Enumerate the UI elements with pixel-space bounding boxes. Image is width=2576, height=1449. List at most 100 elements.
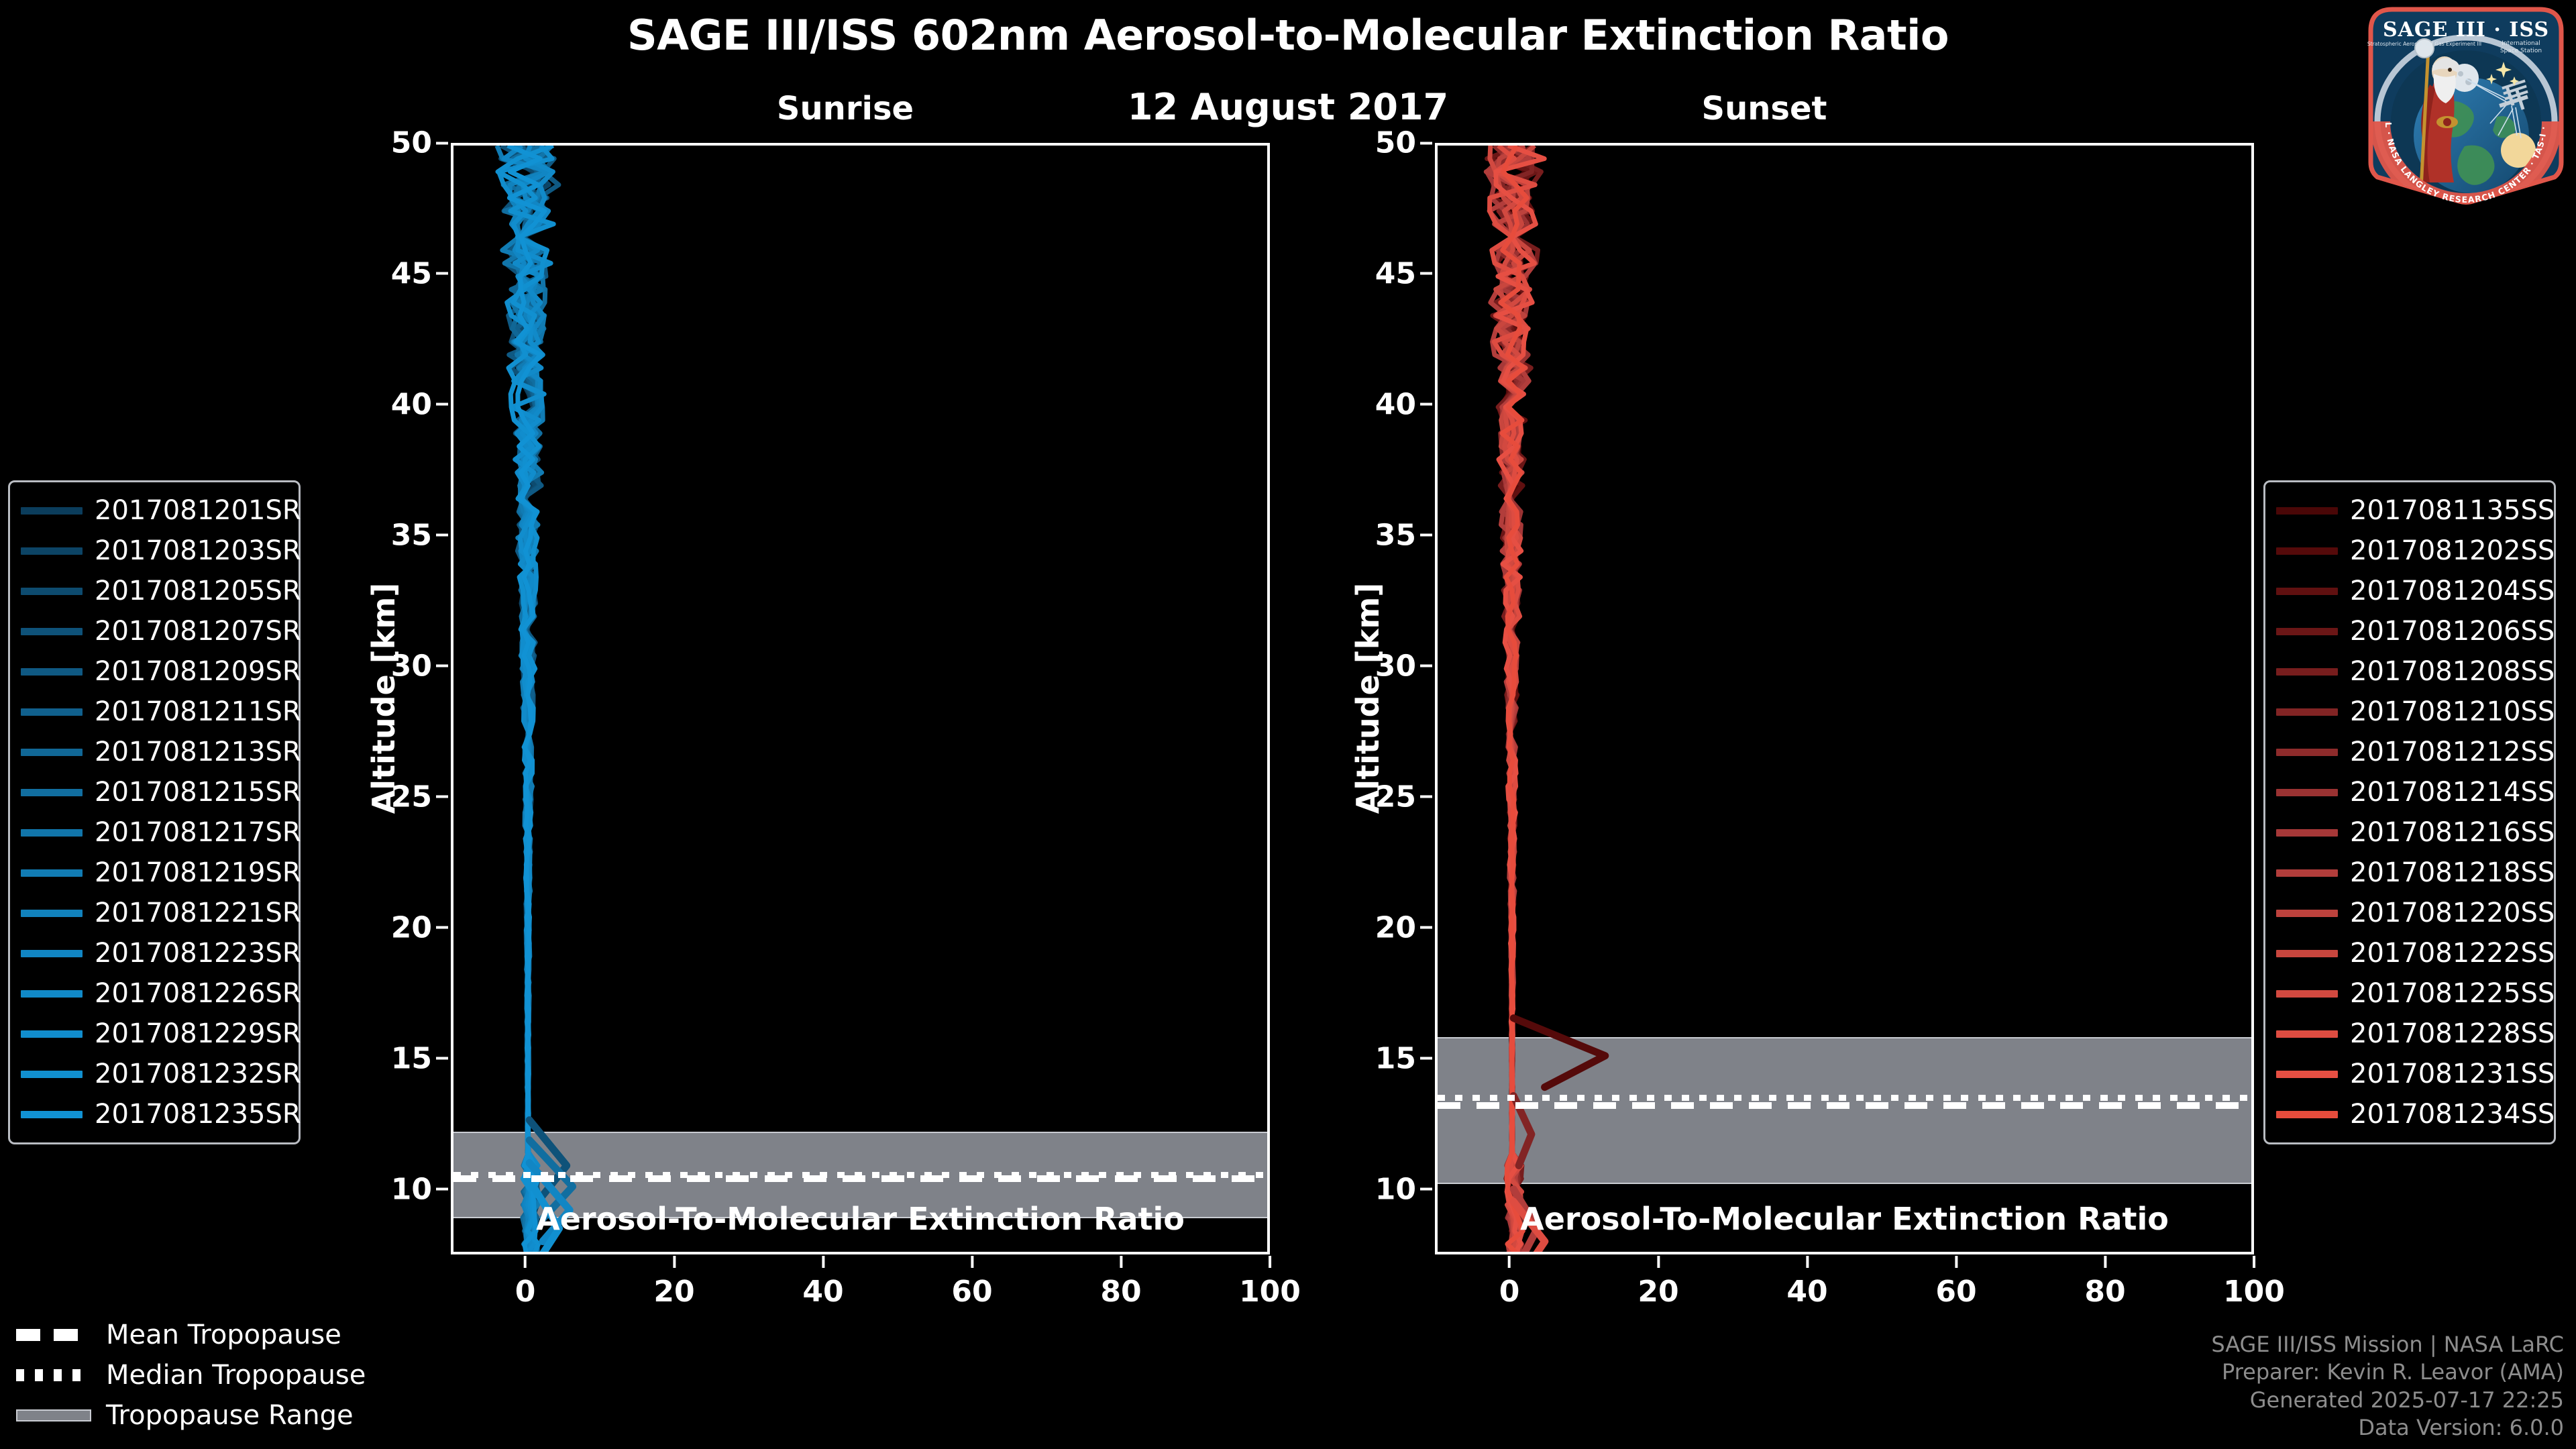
legend-item-2017081217SR[interactable]: 2017081217SR [21,812,301,853]
legend-label: 2017081215SR [95,777,301,808]
sunrise-x-tick-40: 40 [802,1254,843,1309]
legend-item-2017081225SS[interactable]: 2017081225SS [2276,973,2555,1014]
legend-item-2017081202SS[interactable]: 2017081202SS [2276,531,2555,571]
legend-color-swatch-2017081207SR [21,627,83,635]
sunset-tropopause-range-band [1438,1037,2251,1184]
legend-item-2017081205SR[interactable]: 2017081205SR [21,571,301,611]
sage-iii-iss-mission-patch-logo: SAGE III · ISS Stratospheric Aerosol and… [2362,0,2567,205]
legend-color-swatch-2017081235SR [21,1110,83,1118]
legend-item-2017081210SS[interactable]: 2017081210SS [2276,692,2555,732]
legend-label: 2017081206SS [2350,616,2555,647]
sunset-y-tick-40: 40 [1375,387,1435,421]
tropopause-legend: Mean Tropopause Median Tropopause Tropopau… [16,1315,366,1436]
legend-item-2017081223SR[interactable]: 2017081223SR [21,933,301,973]
sunrise-series-group [494,146,577,1252]
legend-item-2017081234SS[interactable]: 2017081234SS [2276,1094,2555,1134]
legend-label: 2017081207SR [95,616,301,647]
sunrise-y-tick-50: 50 [391,126,451,160]
sunset-y-tick-35: 35 [1375,518,1435,552]
legend-label: 2017081220SS [2350,898,2555,928]
sunset-y-tick-15: 15 [1375,1041,1435,1075]
tropopause-legend-item-band: Tropopause Range [16,1395,366,1436]
legend-label: 2017081225SS [2350,978,2555,1009]
sunset-y-tick-20: 20 [1375,910,1435,945]
legend-color-swatch-2017081214SS [2276,788,2338,796]
sunset-x-axis-label: Aerosol-To-Molecular Extinction Ratio [1520,1201,2169,1237]
legend-label: 2017081219SR [95,857,301,888]
legend-color-swatch-2017081211SR [21,708,83,716]
legend-label: 2017081210SS [2350,696,2555,727]
sunrise-y-tick-10: 10 [391,1172,451,1206]
legend-item-2017081135SS[interactable]: 2017081135SS [2276,490,2555,531]
sunrise-y-tick-30: 30 [391,649,451,683]
legend-item-2017081207SR[interactable]: 2017081207SR [21,611,301,651]
legend-item-2017081216SS[interactable]: 2017081216SS [2276,812,2555,853]
legend-label: 2017081213SR [95,737,301,767]
legend-item-2017081203SR[interactable]: 2017081203SR [21,531,301,571]
legend-item-2017081219SR[interactable]: 2017081219SR [21,853,301,893]
legend-item-2017081206SS[interactable]: 2017081206SS [2276,611,2555,651]
legend-color-swatch-2017081202SS [2276,547,2338,555]
legend-color-swatch-2017081212SS [2276,748,2338,756]
legend-label: 2017081228SS [2350,1018,2555,1049]
tropopause-legend-swatch-dotted [16,1369,91,1381]
legend-item-2017081201SR[interactable]: 2017081201SR [21,490,301,531]
legend-label: 2017081217SR [95,817,301,848]
legend-item-2017081211SR[interactable]: 2017081211SR [21,692,301,732]
sunset-mean-tropopause-line [1438,1102,2251,1109]
sunset-plot-frame [1435,143,2254,1254]
sunset-x-tick-20: 20 [1638,1254,1678,1309]
legend-color-swatch-2017081226SR [21,989,83,998]
tropopause-legend-label: Median Tropopause [106,1360,366,1391]
legend-color-swatch-2017081220SS [2276,909,2338,917]
legend-item-2017081226SR[interactable]: 2017081226SR [21,973,301,1014]
legend-item-2017081212SS[interactable]: 2017081212SS [2276,732,2555,772]
sunset-median-tropopause-line [1438,1094,2251,1101]
legend-label: 2017081135SS [2350,495,2555,526]
tropopause-legend-swatch-dashed [16,1329,91,1341]
legend-color-swatch-2017081216SS [2276,828,2338,837]
sunset-legend[interactable]: 2017081135SS 2017081202SS 2017081204SS 2017… [2263,480,2556,1144]
legend-item-2017081221SR[interactable]: 2017081221SR [21,893,301,933]
legend-item-2017081228SS[interactable]: 2017081228SS [2276,1014,2555,1054]
legend-item-2017081220SS[interactable]: 2017081220SS [2276,893,2555,933]
sunrise-x-axis-label: Aerosol-To-Molecular Extinction Ratio [536,1201,1185,1237]
legend-item-2017081204SS[interactable]: 2017081204SS [2276,571,2555,611]
sunset-panel-label: Sunset [1701,90,1827,127]
legend-color-swatch-2017081204SS [2276,587,2338,595]
sunset-y-tick-50: 50 [1375,126,1435,160]
legend-item-2017081208SS[interactable]: 2017081208SS [2276,651,2555,692]
credits-line-4: Data Version: 6.0.0 [2358,1415,2564,1441]
tropopause-legend-item-dashed: Mean Tropopause [16,1315,366,1355]
legend-item-2017081235SR[interactable]: 2017081235SR [21,1094,301,1134]
sunrise-panel-label: Sunrise [776,90,914,127]
legend-color-swatch-2017081218SS [2276,869,2338,877]
sunset-plot-panel: Altitude [km] 10 15 20 25 30 35 40 45 50 0 20 40 60… [1350,126,2285,1309]
legend-item-2017081215SR[interactable]: 2017081215SR [21,772,301,812]
legend-item-2017081213SR[interactable]: 2017081213SR [21,732,301,772]
legend-color-swatch-2017081222SS [2276,949,2338,957]
tropopause-legend-label: Mean Tropopause [106,1320,341,1350]
sunrise-excursion-2017081232SR [525,1177,564,1252]
sunrise-median-tropopause-line [453,1171,1267,1178]
date-subtitle: 12 August 2017 [1127,86,1449,128]
legend-item-2017081214SS[interactable]: 2017081214SS [2276,772,2555,812]
sunrise-plot-area [453,146,1267,1252]
sunrise-legend[interactable]: 2017081201SR 2017081203SR 2017081205SR 2017… [8,480,301,1144]
logo-title: SAGE III · ISS [2383,18,2549,42]
legend-item-2017081231SS[interactable]: 2017081231SS [2276,1054,2555,1094]
legend-label: 2017081223SR [95,938,301,969]
legend-item-2017081229SR[interactable]: 2017081229SR [21,1014,301,1054]
legend-color-swatch-2017081201SR [21,506,83,515]
legend-color-swatch-2017081225SS [2276,989,2338,998]
logo-subtitle-right-2: Space Station [2500,48,2542,54]
legend-item-2017081218SS[interactable]: 2017081218SS [2276,853,2555,893]
legend-color-swatch-2017081231SS [2276,1070,2338,1078]
legend-item-2017081222SS[interactable]: 2017081222SS [2276,933,2555,973]
sunset-plot-area [1438,146,2251,1252]
legend-item-2017081209SR[interactable]: 2017081209SR [21,651,301,692]
legend-label: 2017081234SS [2350,1099,2555,1130]
legend-item-2017081232SR[interactable]: 2017081232SR [21,1054,301,1094]
legend-label: 2017081221SR [95,898,301,928]
sunrise-x-tick-80: 80 [1100,1254,1141,1309]
